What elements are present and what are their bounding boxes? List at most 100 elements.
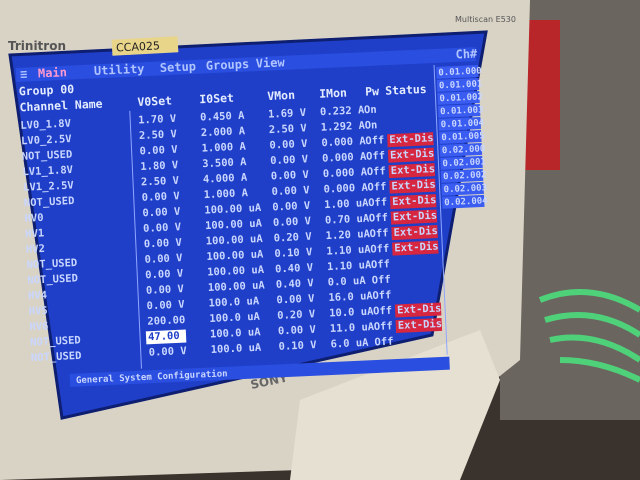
cell: 0.000 A	[321, 135, 366, 149]
channel-name: NOT_USED	[21, 149, 72, 163]
cell: 0.00 V	[270, 153, 309, 167]
menu-item: View	[255, 55, 285, 70]
cell: 1.00 uA	[324, 197, 369, 211]
status-badge	[390, 209, 438, 225]
channel-name: LV0_1.8V	[20, 118, 72, 132]
channel-name: NOT_USED	[30, 334, 81, 348]
cell: 0.00 V	[149, 345, 188, 359]
model: Multiscan E530	[455, 15, 516, 24]
cell: 11.0 uA	[330, 321, 375, 335]
cell: 1.20 uA	[325, 228, 370, 242]
cell: 2.50 V	[141, 175, 180, 189]
status: Ext-Dis	[393, 225, 438, 239]
cell: 0.00 V	[269, 138, 308, 152]
channel-id: 0.02.003	[443, 183, 487, 195]
channel-name: LV0_2.5V	[21, 133, 73, 147]
cell: 0.00 V	[139, 144, 178, 158]
label-text: CCA025	[116, 39, 161, 54]
column-header: Status	[385, 82, 427, 98]
cell: 0.00 V	[144, 237, 183, 251]
channel-header: Ch#	[455, 47, 478, 62]
cell: Off	[369, 227, 388, 240]
channel-name: HV5	[29, 305, 48, 318]
channel-id: 0.02.002	[443, 170, 487, 182]
channel-cell	[439, 129, 482, 144]
cell: 100.0 uA	[210, 326, 262, 340]
cell: 0.00 V	[272, 200, 311, 214]
cell: 0.20 V	[273, 231, 312, 245]
status: Ext-Dis	[393, 210, 438, 224]
cell: 0.40 V	[275, 262, 314, 276]
cell: 6.0 uA	[330, 337, 369, 351]
menu-item: Setup	[160, 59, 197, 75]
status: Ext-Dis	[397, 302, 442, 316]
status-badge	[395, 317, 443, 334]
screen	[8, 30, 488, 420]
cell: 1.69 V	[268, 107, 307, 121]
cell: 0.00 V	[278, 324, 317, 338]
cell: 0.00 V	[144, 252, 183, 266]
cell: Off	[371, 258, 390, 271]
channel-name: HV4	[28, 289, 47, 302]
cell: 10.0 uA	[329, 306, 374, 320]
cell: 0.00 V	[276, 293, 315, 307]
cell: 0.00 V	[271, 184, 310, 198]
status-bar	[69, 356, 450, 387]
cell: Off	[374, 336, 393, 349]
status: Ext-Dis	[391, 163, 436, 177]
cell: 3.500 A	[202, 156, 247, 170]
channel-id: 0.01.000	[438, 66, 482, 78]
cell: 0.000 A	[323, 166, 368, 180]
channel-name: NOT_USED	[26, 257, 77, 271]
column-header: Channel Name	[19, 97, 103, 115]
cell: 1.80 V	[140, 159, 179, 173]
channel-cell	[440, 168, 484, 183]
menu-item: Utility	[94, 62, 145, 78]
cell: 2.50 V	[269, 122, 308, 136]
cell: 0.00 V	[141, 190, 180, 204]
cell: 16.0 uA	[328, 290, 373, 304]
channel-name: HV6	[29, 320, 48, 333]
channel-name: HV1	[25, 227, 44, 240]
column-header: Pw	[365, 84, 380, 99]
channel-id: 0.01.002	[439, 92, 483, 104]
cell: 100.00 uA	[206, 233, 264, 248]
cell: 100.00 uA	[204, 202, 262, 217]
cell: 0.70 uA	[325, 213, 370, 227]
cell: 100.00 uA	[208, 279, 266, 294]
separator	[129, 110, 142, 369]
channel-cell	[442, 194, 485, 209]
status: Ext-Dis	[391, 179, 436, 193]
cell: 0.20 V	[277, 308, 316, 322]
menu-item: Main	[38, 65, 68, 80]
cell: 0.0 uA	[328, 275, 367, 289]
cell: 1.000 A	[203, 187, 248, 201]
status-badge	[391, 225, 438, 241]
channel-cell	[438, 116, 481, 131]
channel-cell	[436, 65, 479, 79]
channel-cell	[441, 181, 484, 196]
cell: Off	[366, 150, 385, 163]
cell: 1.10 uA	[326, 244, 371, 258]
menu-item: Groups	[206, 57, 250, 73]
cables	[538, 289, 640, 383]
cell: Off	[372, 289, 391, 302]
cell: Off	[370, 243, 389, 256]
edit-field	[145, 329, 187, 345]
status-badge	[394, 302, 442, 318]
column-header: IMon	[319, 86, 347, 101]
channel-name: NOT_USED	[27, 272, 78, 286]
cell: Off	[367, 165, 386, 178]
cell: 200.00	[147, 314, 185, 328]
cell: 2.50 V	[139, 128, 178, 142]
channel-cell	[440, 155, 483, 170]
cell: Off	[374, 320, 393, 333]
channel-name: LV1_2.5V	[23, 179, 75, 193]
channel-cell	[436, 78, 480, 92]
channel-id: 0.02.004	[444, 196, 488, 208]
cell: 0.00 V	[146, 299, 185, 313]
screen-content: ≡ Main Utility Setup Groups View Ch# Group 00Ch…	[15, 47, 488, 387]
cell: 1.000 A	[201, 141, 246, 155]
channel-name: NOT_USED	[31, 350, 82, 364]
cell: 0.10 V	[278, 339, 317, 353]
